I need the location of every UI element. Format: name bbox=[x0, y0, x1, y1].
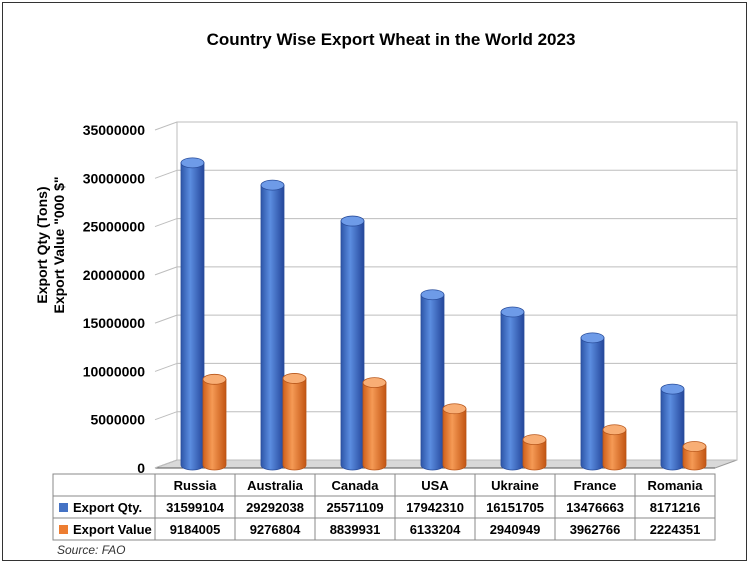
data-label: 2940949 bbox=[490, 522, 541, 537]
data-label: 9276804 bbox=[250, 522, 301, 537]
bar-body bbox=[282, 378, 307, 471]
x-tick-label: France bbox=[574, 478, 617, 493]
bar-export-qty bbox=[420, 289, 445, 471]
bar-top bbox=[202, 373, 227, 385]
x-tick-label: USA bbox=[421, 478, 449, 493]
y-tick-label: 10000000 bbox=[83, 363, 146, 379]
bar-top bbox=[362, 377, 387, 389]
gridline-diag bbox=[154, 169, 178, 179]
data-label: 16151705 bbox=[486, 500, 544, 515]
legend-swatch bbox=[59, 503, 68, 512]
bar-body bbox=[522, 439, 547, 471]
bar-export-qty bbox=[660, 383, 685, 471]
bar-top bbox=[682, 441, 707, 452]
bar-export-value bbox=[442, 403, 467, 471]
y-tick-label: 30000000 bbox=[83, 170, 146, 186]
data-label: 9184005 bbox=[170, 522, 221, 537]
x-tick-label: Canada bbox=[332, 478, 380, 493]
bar-body bbox=[340, 220, 365, 471]
bar-body bbox=[580, 337, 605, 471]
bar-top bbox=[282, 373, 307, 384]
gridline-diag bbox=[154, 362, 178, 372]
bar-export-qty bbox=[500, 306, 525, 471]
data-table: Russia Australia Canada USA Ukraine France Rom… bbox=[52, 473, 716, 541]
gridline-diag bbox=[154, 459, 178, 469]
bar-top bbox=[522, 434, 547, 445]
chart-title: Country Wise Export Wheat in the World 2… bbox=[207, 30, 576, 49]
bar-export-value bbox=[282, 373, 307, 471]
x-tick-label: Russia bbox=[174, 478, 217, 493]
data-label: 13476663 bbox=[566, 500, 624, 515]
bar-body bbox=[660, 388, 685, 471]
chart-plot: Country Wise Export Wheat in the World 2… bbox=[34, 30, 738, 541]
bar-body bbox=[602, 429, 627, 471]
bar-top bbox=[420, 289, 445, 301]
legend-label: Export Qty. bbox=[73, 500, 142, 515]
bar-top bbox=[602, 424, 627, 436]
bar-body bbox=[420, 294, 445, 471]
x-tick-label: Romania bbox=[648, 478, 704, 493]
data-label: 3962766 bbox=[570, 522, 621, 537]
bar-export-value bbox=[602, 424, 627, 471]
bar-body bbox=[362, 382, 387, 471]
legend-label: Export Value bbox=[73, 522, 152, 537]
data-label: 6133204 bbox=[410, 522, 461, 537]
bar-series bbox=[180, 157, 707, 471]
bar-export-qty bbox=[180, 157, 205, 471]
bar-top bbox=[260, 179, 285, 191]
y-axis-label-line2: Export Value "000 $" bbox=[51, 176, 67, 313]
bar-export-qty bbox=[260, 179, 285, 471]
legend-swatch bbox=[59, 525, 68, 534]
gridline-diag bbox=[154, 314, 178, 324]
y-axis-label-line1: Export Qty (Tons) bbox=[34, 186, 50, 303]
bar-export-qty bbox=[340, 215, 365, 471]
y-tick-label: 5000000 bbox=[90, 412, 145, 428]
bar-top bbox=[580, 332, 605, 344]
source-note: Source: FAO bbox=[57, 543, 126, 557]
data-label: 2224351 bbox=[650, 522, 701, 537]
bar-body bbox=[260, 184, 285, 471]
bar-top bbox=[660, 383, 685, 395]
bar-top bbox=[340, 215, 365, 227]
data-label: 17942310 bbox=[406, 500, 464, 515]
bar-body bbox=[202, 378, 227, 471]
y-tick-label: 0 bbox=[137, 460, 145, 476]
x-tick-label: Ukraine bbox=[491, 478, 539, 493]
gridline-diag bbox=[154, 266, 178, 276]
bar-export-value bbox=[682, 441, 707, 471]
bar-body bbox=[500, 311, 525, 471]
bar-body bbox=[442, 408, 467, 471]
bar-export-value bbox=[362, 377, 387, 471]
data-label: 29292038 bbox=[246, 500, 304, 515]
bar-export-qty bbox=[580, 332, 605, 471]
data-label: 8171216 bbox=[650, 500, 701, 515]
bar-body bbox=[682, 446, 707, 471]
gridline-diag bbox=[154, 411, 178, 421]
y-tick-label: 25000000 bbox=[83, 219, 146, 235]
data-label: 25571109 bbox=[326, 500, 383, 515]
gridline-diag bbox=[154, 121, 178, 131]
bar-top bbox=[180, 157, 205, 169]
y-tick-label: 15000000 bbox=[83, 315, 146, 331]
data-label: 31599104 bbox=[166, 500, 225, 515]
bar-body bbox=[180, 162, 205, 471]
gridline-diag bbox=[154, 218, 178, 228]
y-tick-label: 20000000 bbox=[83, 267, 146, 283]
bar-export-value bbox=[202, 373, 227, 471]
bar-export-value bbox=[522, 434, 547, 471]
data-label: 8839931 bbox=[330, 522, 381, 537]
y-tick-label: 35000000 bbox=[83, 122, 146, 138]
x-tick-label: Australia bbox=[247, 478, 303, 493]
bar-top bbox=[500, 306, 525, 318]
bar-top bbox=[442, 403, 467, 415]
